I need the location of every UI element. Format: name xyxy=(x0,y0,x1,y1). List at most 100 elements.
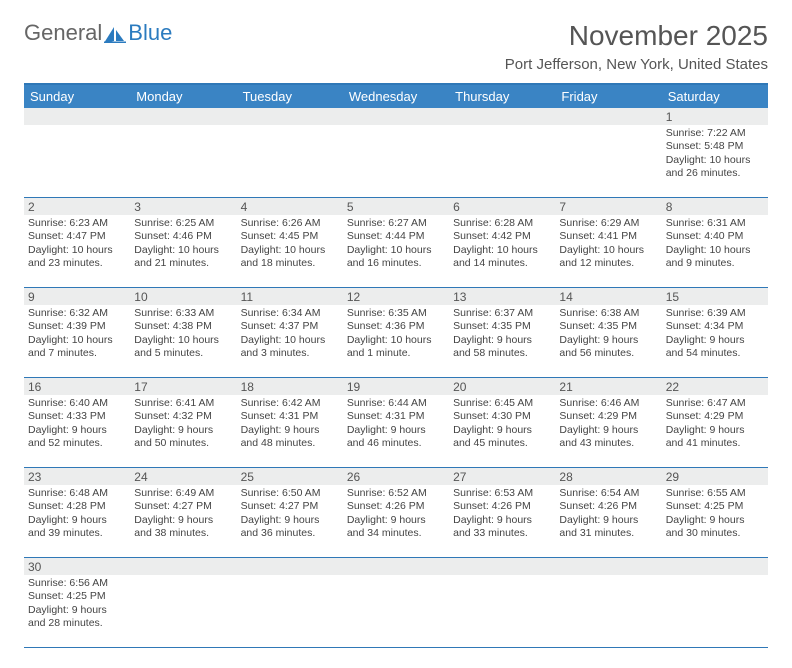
day-cell xyxy=(449,575,555,647)
sunset-text: Sunset: 4:36 PM xyxy=(347,320,445,333)
sunset-text: Sunset: 5:48 PM xyxy=(666,140,764,153)
daylight-text: Daylight: 9 hours and 46 minutes. xyxy=(347,424,445,451)
sunset-text: Sunset: 4:33 PM xyxy=(28,410,126,423)
day-number: 14 xyxy=(555,288,661,305)
daylight-text: Daylight: 9 hours and 36 minutes. xyxy=(241,514,339,541)
daylight-text: Daylight: 10 hours and 21 minutes. xyxy=(134,244,232,271)
logo-text-1: General xyxy=(24,20,102,46)
day-cell: Sunrise: 6:27 AMSunset: 4:44 PMDaylight:… xyxy=(343,215,449,287)
day-cell: Sunrise: 6:31 AMSunset: 4:40 PMDaylight:… xyxy=(662,215,768,287)
day-number xyxy=(130,558,236,575)
sunrise-text: Sunrise: 6:34 AM xyxy=(241,307,339,320)
sunset-text: Sunset: 4:26 PM xyxy=(559,500,657,513)
logo-text-2: Blue xyxy=(128,20,172,46)
day-number: 28 xyxy=(555,468,661,485)
dow-wednesday: Wednesday xyxy=(343,85,449,108)
sunset-text: Sunset: 4:26 PM xyxy=(453,500,551,513)
calendar-page: General Blue November 2025 Port Jefferso… xyxy=(0,0,792,668)
day-number: 17 xyxy=(130,378,236,395)
day-number: 30 xyxy=(24,558,130,575)
day-cell: Sunrise: 6:48 AMSunset: 4:28 PMDaylight:… xyxy=(24,485,130,557)
day-cell: Sunrise: 6:23 AMSunset: 4:47 PMDaylight:… xyxy=(24,215,130,287)
daylight-text: Daylight: 9 hours and 52 minutes. xyxy=(28,424,126,451)
sunset-text: Sunset: 4:39 PM xyxy=(28,320,126,333)
sunrise-text: Sunrise: 6:54 AM xyxy=(559,487,657,500)
daynum-row: 16171819202122 xyxy=(24,378,768,395)
title-block: November 2025 Port Jefferson, New York, … xyxy=(505,20,768,73)
day-number xyxy=(662,558,768,575)
day-cell: Sunrise: 7:22 AMSunset: 5:48 PMDaylight:… xyxy=(662,125,768,197)
sunset-text: Sunset: 4:47 PM xyxy=(28,230,126,243)
sunrise-text: Sunrise: 6:31 AM xyxy=(666,217,764,230)
daylight-text: Daylight: 9 hours and 38 minutes. xyxy=(134,514,232,541)
sunset-text: Sunset: 4:35 PM xyxy=(453,320,551,333)
day-number: 21 xyxy=(555,378,661,395)
day-cell xyxy=(130,125,236,197)
sunset-text: Sunset: 4:35 PM xyxy=(559,320,657,333)
sunset-text: Sunset: 4:38 PM xyxy=(134,320,232,333)
sunrise-text: Sunrise: 6:29 AM xyxy=(559,217,657,230)
day-cell xyxy=(555,125,661,197)
day-number xyxy=(555,558,661,575)
sunset-text: Sunset: 4:44 PM xyxy=(347,230,445,243)
week-row: Sunrise: 7:22 AMSunset: 5:48 PMDaylight:… xyxy=(24,125,768,198)
day-number: 1 xyxy=(662,108,768,125)
sunrise-text: Sunrise: 6:33 AM xyxy=(134,307,232,320)
day-cell xyxy=(662,575,768,647)
daynum-row: 23242526272829 xyxy=(24,468,768,485)
sunset-text: Sunset: 4:37 PM xyxy=(241,320,339,333)
daylight-text: Daylight: 10 hours and 12 minutes. xyxy=(559,244,657,271)
calendar-grid: SundayMondayTuesdayWednesdayThursdayFrid… xyxy=(24,83,768,648)
day-cell: Sunrise: 6:39 AMSunset: 4:34 PMDaylight:… xyxy=(662,305,768,377)
sunrise-text: Sunrise: 6:49 AM xyxy=(134,487,232,500)
sunrise-text: Sunrise: 6:45 AM xyxy=(453,397,551,410)
sunrise-text: Sunrise: 6:52 AM xyxy=(347,487,445,500)
sunrise-text: Sunrise: 6:42 AM xyxy=(241,397,339,410)
sunrise-text: Sunrise: 6:41 AM xyxy=(134,397,232,410)
daynum-row: 2345678 xyxy=(24,198,768,215)
daylight-text: Daylight: 10 hours and 5 minutes. xyxy=(134,334,232,361)
sunrise-text: Sunrise: 6:44 AM xyxy=(347,397,445,410)
day-cell xyxy=(343,575,449,647)
sunrise-text: Sunrise: 6:28 AM xyxy=(453,217,551,230)
sunset-text: Sunset: 4:31 PM xyxy=(347,410,445,423)
sunrise-text: Sunrise: 6:26 AM xyxy=(241,217,339,230)
day-number xyxy=(24,108,130,125)
day-cell: Sunrise: 6:49 AMSunset: 4:27 PMDaylight:… xyxy=(130,485,236,557)
day-cell xyxy=(555,575,661,647)
sunrise-text: Sunrise: 7:22 AM xyxy=(666,127,764,140)
daylight-text: Daylight: 9 hours and 56 minutes. xyxy=(559,334,657,361)
daylight-text: Daylight: 9 hours and 33 minutes. xyxy=(453,514,551,541)
week-row: Sunrise: 6:23 AMSunset: 4:47 PMDaylight:… xyxy=(24,215,768,288)
daylight-text: Daylight: 9 hours and 58 minutes. xyxy=(453,334,551,361)
dow-thursday: Thursday xyxy=(449,85,555,108)
sunset-text: Sunset: 4:40 PM xyxy=(666,230,764,243)
daylight-text: Daylight: 10 hours and 7 minutes. xyxy=(28,334,126,361)
day-cell: Sunrise: 6:37 AMSunset: 4:35 PMDaylight:… xyxy=(449,305,555,377)
day-number xyxy=(449,558,555,575)
sunset-text: Sunset: 4:25 PM xyxy=(28,590,126,603)
day-number: 7 xyxy=(555,198,661,215)
day-cell: Sunrise: 6:55 AMSunset: 4:25 PMDaylight:… xyxy=(662,485,768,557)
daynum-row: 1 xyxy=(24,108,768,125)
day-cell xyxy=(449,125,555,197)
daylight-text: Daylight: 10 hours and 14 minutes. xyxy=(453,244,551,271)
day-cell: Sunrise: 6:42 AMSunset: 4:31 PMDaylight:… xyxy=(237,395,343,467)
sunrise-text: Sunrise: 6:55 AM xyxy=(666,487,764,500)
sunrise-text: Sunrise: 6:32 AM xyxy=(28,307,126,320)
week-row: Sunrise: 6:32 AMSunset: 4:39 PMDaylight:… xyxy=(24,305,768,378)
sunrise-text: Sunrise: 6:53 AM xyxy=(453,487,551,500)
day-cell: Sunrise: 6:32 AMSunset: 4:39 PMDaylight:… xyxy=(24,305,130,377)
week-row: Sunrise: 6:40 AMSunset: 4:33 PMDaylight:… xyxy=(24,395,768,468)
location-text: Port Jefferson, New York, United States xyxy=(505,56,768,73)
day-cell: Sunrise: 6:47 AMSunset: 4:29 PMDaylight:… xyxy=(662,395,768,467)
day-cell: Sunrise: 6:53 AMSunset: 4:26 PMDaylight:… xyxy=(449,485,555,557)
sunrise-text: Sunrise: 6:56 AM xyxy=(28,577,126,590)
dow-tuesday: Tuesday xyxy=(237,85,343,108)
day-cell: Sunrise: 6:33 AMSunset: 4:38 PMDaylight:… xyxy=(130,305,236,377)
sunrise-text: Sunrise: 6:48 AM xyxy=(28,487,126,500)
day-number: 5 xyxy=(343,198,449,215)
dow-friday: Friday xyxy=(555,85,661,108)
daylight-text: Daylight: 10 hours and 1 minute. xyxy=(347,334,445,361)
day-cell: Sunrise: 6:29 AMSunset: 4:41 PMDaylight:… xyxy=(555,215,661,287)
